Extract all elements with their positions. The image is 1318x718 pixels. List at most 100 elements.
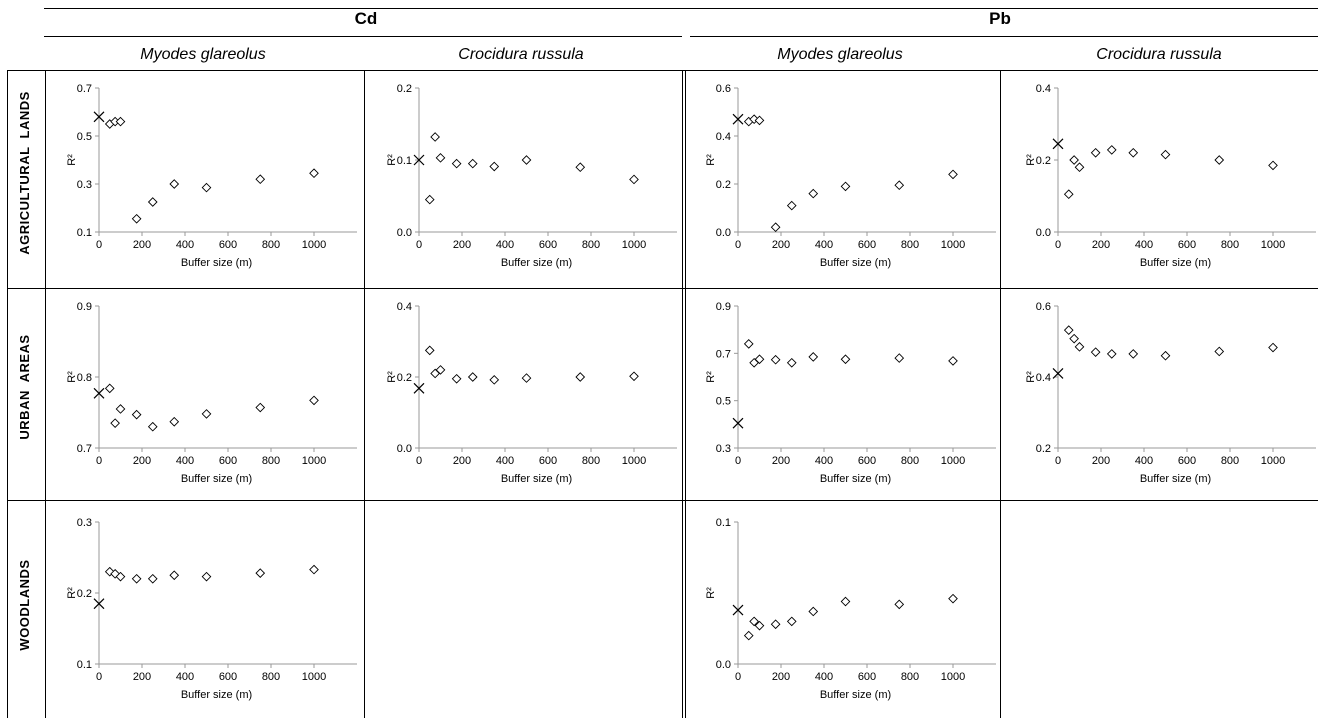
x-tick-label: 600	[858, 671, 876, 683]
x-tick-label: 200	[133, 455, 151, 467]
x-tick-label: 1000	[941, 239, 965, 251]
species-header-pb-myodes: Myodes glareolus	[777, 46, 902, 63]
y-axis-label: R²	[705, 371, 717, 383]
data-point-diamond	[147, 421, 158, 432]
data-point-diamond	[201, 571, 212, 582]
x-tick-label: 400	[176, 671, 194, 683]
y-axis-label: R²	[386, 154, 398, 166]
x-tick-label: 800	[262, 455, 280, 467]
x-tick-label: 0	[1055, 239, 1061, 251]
data-point-diamond	[115, 404, 126, 414]
data-point-diamond	[169, 570, 180, 581]
x-axis-label: Buffer size (m)	[820, 257, 891, 269]
x-axis-label: Buffer size (m)	[501, 473, 572, 485]
y-tick-label: 0.0	[716, 227, 731, 239]
x-tick-label: 800	[262, 671, 280, 683]
x-tick-label: 800	[582, 455, 600, 467]
data-point-diamond	[1268, 160, 1278, 171]
metal-header-pb: Pb	[989, 9, 1011, 28]
data-point-diamond	[115, 116, 126, 127]
data-point-diamond	[1106, 349, 1117, 359]
data-point-cross	[93, 387, 105, 399]
x-tick-label: 1000	[1261, 455, 1285, 467]
data-point-diamond	[1214, 346, 1225, 357]
x-tick-label: 800	[1221, 239, 1239, 251]
y-tick-label: 0.5	[77, 131, 92, 143]
x-tick-label: 400	[176, 239, 194, 251]
data-point-diamond	[1160, 149, 1171, 160]
y-tick-label: 0.1	[716, 517, 731, 529]
x-tick-label: 1000	[302, 239, 326, 251]
x-tick-label: 0	[416, 455, 422, 467]
x-tick-label: 400	[815, 239, 833, 251]
y-tick-label: 0.7	[716, 348, 731, 360]
data-point-diamond	[786, 200, 797, 211]
data-point-diamond	[629, 174, 639, 185]
x-axis-label: Buffer size (m)	[820, 473, 891, 485]
data-point-diamond	[575, 162, 586, 173]
data-point-diamond	[1160, 350, 1171, 361]
x-tick-label: 0	[416, 239, 422, 251]
x-tick-label: 0	[1055, 455, 1061, 467]
x-axis-label: Buffer size (m)	[820, 689, 891, 701]
data-point-diamond	[115, 571, 126, 582]
data-point-diamond	[467, 372, 478, 382]
species-header-cd-myodes: Myodes glareolus	[140, 46, 265, 63]
data-point-diamond	[309, 395, 319, 406]
scatter-panel-1: 0.0 0.1 0.2 0 200 400 600 800 1000 Buffer size (m…	[386, 83, 677, 269]
data-point-diamond	[743, 630, 754, 641]
data-point-diamond	[894, 180, 905, 191]
data-point-diamond	[754, 115, 765, 126]
x-tick-label: 0	[96, 671, 102, 683]
y-tick-label: 0.2	[397, 372, 412, 384]
metal-header-cd: Cd	[355, 9, 378, 28]
x-tick-label: 200	[133, 239, 151, 251]
data-point-diamond	[169, 416, 180, 427]
y-tick-label: 0.2	[716, 179, 731, 191]
y-tick-label: 0.1	[77, 227, 92, 239]
data-point-diamond	[521, 155, 532, 165]
data-point-diamond	[309, 168, 319, 179]
x-tick-label: 800	[262, 239, 280, 251]
y-axis-label: R²	[705, 154, 717, 166]
y-tick-label: 0.0	[716, 659, 731, 671]
data-point-diamond	[424, 345, 435, 356]
data-point-diamond	[840, 181, 851, 192]
x-axis-label: Buffer size (m)	[181, 689, 252, 701]
scatter-panel-8: 0.1 0.2 0.3 0 200 400 600 800 1000 Buffer size (m…	[66, 517, 357, 701]
data-point-diamond	[451, 158, 462, 169]
data-point-diamond	[1063, 189, 1074, 200]
y-tick-label: 0.2	[1036, 155, 1051, 167]
data-point-diamond	[489, 161, 500, 172]
data-point-diamond	[1063, 325, 1074, 335]
data-point-diamond	[575, 372, 586, 382]
data-point-diamond	[201, 182, 212, 193]
y-axis-label: R²	[66, 371, 78, 383]
scatter-panel-7: 0.2 0.4 0.6 0 200 400 600 800 1000 Buffer size (m…	[1025, 301, 1316, 485]
x-axis-label: Buffer size (m)	[181, 473, 252, 485]
x-tick-label: 600	[858, 239, 876, 251]
x-tick-label: 600	[219, 455, 237, 467]
data-point-diamond	[1090, 347, 1101, 357]
scatter-panel-5: 0.0 0.2 0.4 0 200 400 600 800 1000 Buffer size (m…	[386, 301, 677, 485]
x-tick-label: 600	[539, 239, 557, 251]
data-point-diamond	[131, 573, 142, 584]
data-point-diamond	[808, 352, 819, 362]
row-label-agricultural: AGRICULTURAL LANDS	[17, 91, 32, 255]
data-point-diamond	[521, 373, 532, 383]
x-tick-label: 1000	[302, 455, 326, 467]
data-point-diamond	[770, 222, 781, 233]
data-point-diamond	[131, 409, 142, 420]
x-tick-label: 200	[1092, 239, 1110, 251]
species-header-cd-crocidura: Crocidura russula	[458, 46, 583, 63]
x-tick-label: 1000	[622, 239, 646, 251]
scatter-panel-0: 0.1 0.3 0.5 0.7 0 200 400 600 800 1000 Buffer size…	[66, 83, 357, 269]
data-point-diamond	[255, 568, 266, 578]
data-point-diamond	[770, 619, 781, 630]
y-tick-label: 0.3	[77, 179, 92, 191]
scatter-panel-3: 0.0 0.2 0.4 0 200 400 600 800 1000 Buffer size (m…	[1025, 83, 1316, 269]
data-point-diamond	[430, 132, 440, 142]
data-point-diamond	[754, 620, 765, 631]
x-axis-label: Buffer size (m)	[181, 257, 252, 269]
y-tick-label: 0.9	[77, 301, 92, 313]
